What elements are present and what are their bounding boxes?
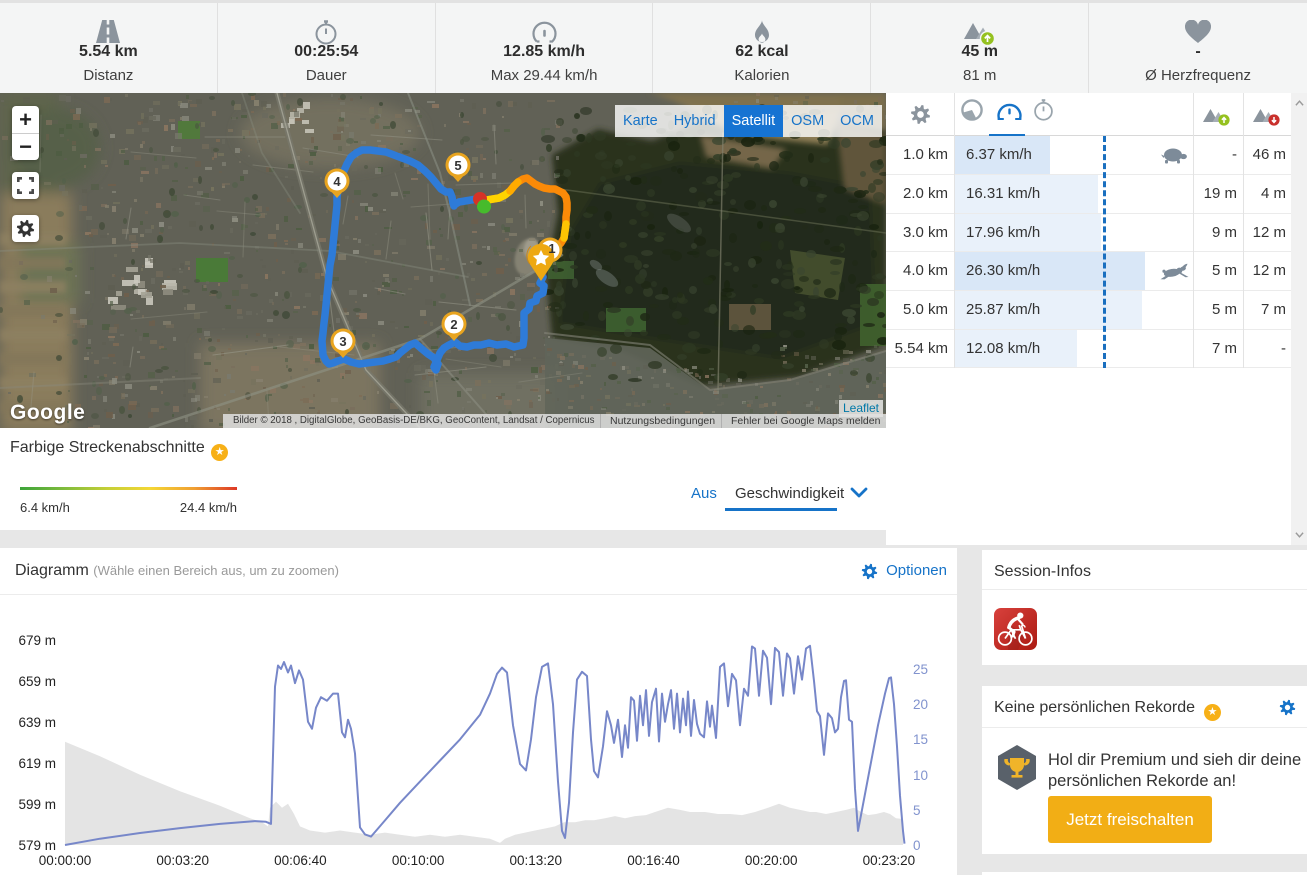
svg-text:00:10:00: 00:10:00 (392, 853, 445, 868)
svg-text:00:13:20: 00:13:20 (510, 853, 563, 868)
svg-text:4: 4 (333, 174, 341, 189)
svg-text:00:03:20: 00:03:20 (156, 853, 209, 868)
svg-text:619 m: 619 m (18, 756, 56, 771)
svg-text:5: 5 (913, 803, 921, 818)
svg-text:00:16:40: 00:16:40 (627, 853, 680, 868)
svg-text:0: 0 (913, 838, 921, 853)
svg-text:5: 5 (454, 158, 461, 173)
svg-text:2: 2 (450, 317, 457, 332)
svg-text:679 m: 679 m (18, 633, 56, 648)
svg-text:659 m: 659 m (18, 674, 56, 689)
svg-text:25: 25 (913, 662, 928, 677)
svg-text:599 m: 599 m (18, 797, 56, 812)
svg-text:00:23:20: 00:23:20 (863, 853, 916, 868)
svg-text:00:06:40: 00:06:40 (274, 853, 327, 868)
svg-text:3: 3 (339, 334, 346, 349)
svg-text:20: 20 (913, 697, 928, 712)
svg-text:579 m: 579 m (18, 838, 56, 853)
svg-text:639 m: 639 m (18, 715, 56, 730)
svg-text:00:20:00: 00:20:00 (745, 853, 798, 868)
svg-text:10: 10 (913, 768, 928, 783)
svg-text:1: 1 (548, 241, 555, 256)
svg-text:00:00:00: 00:00:00 (39, 853, 92, 868)
svg-text:15: 15 (913, 732, 928, 747)
